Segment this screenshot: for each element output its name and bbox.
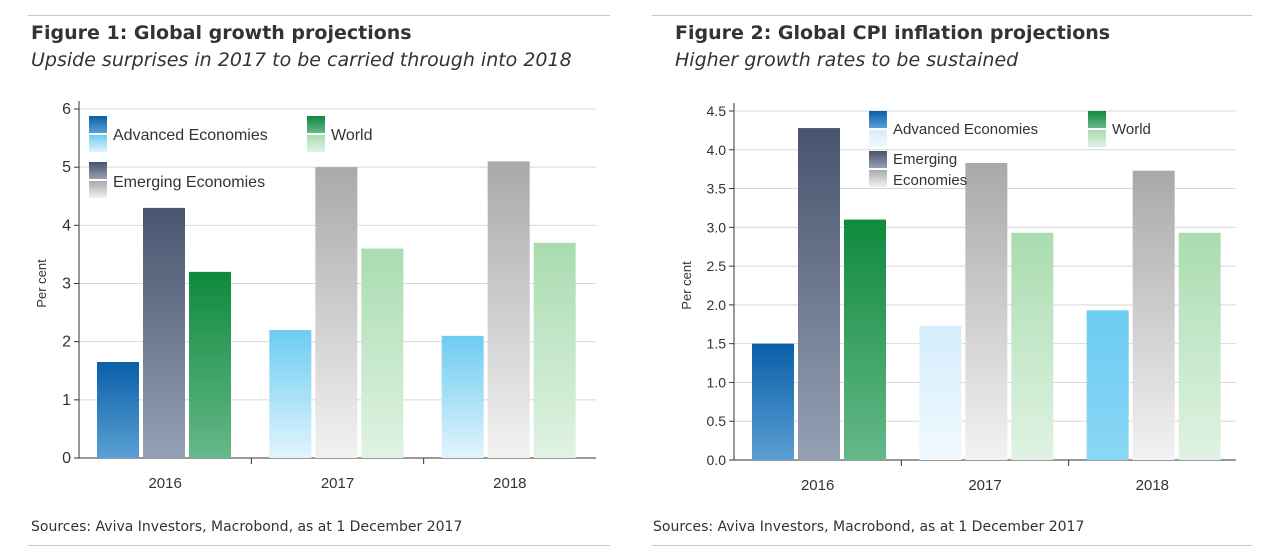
legend-label: Advanced Economies: [113, 127, 268, 144]
y-tick-label: 0.0: [707, 452, 727, 468]
y-tick-label: 4.5: [707, 103, 727, 119]
x-tick-label: 2016: [801, 477, 834, 494]
y-axis-label: Per cent: [34, 259, 49, 308]
bar-world-2017: [1011, 232, 1054, 460]
figure2-title: Figure 2: Global CPI inflation projectio…: [675, 22, 1111, 44]
figure2-subtitle: Higher growth rates to be sustained: [675, 49, 1019, 71]
legend-label: Economies: [893, 172, 967, 189]
legend-label: Emerging: [893, 151, 957, 168]
y-tick-label: 0.5: [707, 413, 727, 429]
legend-label: Emerging Economies: [113, 174, 265, 191]
figure2-chart: 0.0 0.5 1.0 1.5 2.0 2.5 3.0 3.5 4.0 4.5 Per cent 20…: [679, 103, 1236, 494]
y-tick-label: 1.0: [707, 374, 727, 390]
y-tick-label: 6: [62, 101, 71, 118]
x-tick-label: 2017: [968, 477, 1001, 494]
y-tick-label: 4.0: [707, 142, 727, 158]
figure1-source: Sources: Aviva Investors, Macrobond, as …: [31, 519, 463, 535]
figure1-chart: 0 1 2 3 4 5 6 Per cent 2016 2017 2018 Advanced Econ…: [34, 101, 596, 492]
figure1-bottom-rule: [28, 545, 610, 546]
bar-advanced-economies-2017: [269, 330, 312, 458]
bar-advanced-economies-2018: [1086, 310, 1129, 460]
bar-emerging-economies-2017: [965, 162, 1008, 460]
y-axis-label: Per cent: [679, 261, 694, 310]
y-tick-label: 1: [62, 392, 71, 409]
y-tick-label: 3.0: [707, 219, 727, 235]
legend-swatch: [869, 170, 887, 187]
bar-advanced-economies-2017: [919, 325, 962, 460]
legend-swatch: [869, 111, 887, 128]
legend-label: Advanced Economies: [893, 121, 1038, 138]
figure2-source: Sources: Aviva Investors, Macrobond, as …: [653, 519, 1085, 535]
bar-world-2018: [533, 242, 576, 458]
bar-emerging-economies-2016: [798, 128, 840, 460]
bar-world-2016: [189, 271, 231, 458]
legend-label: World: [1112, 121, 1151, 138]
y-tick-label: 2.0: [707, 297, 727, 313]
bar-world-2017: [361, 248, 404, 458]
y-tick-label: 0: [62, 450, 71, 467]
x-tick-label: 2017: [321, 475, 354, 492]
bar-advanced-economies-2016: [97, 362, 139, 458]
legend-swatch: [89, 162, 107, 179]
y-tick-label: 2: [62, 334, 71, 351]
bar-world-2016: [844, 219, 886, 460]
y-tick-label: 3.5: [707, 181, 727, 197]
bar-advanced-economies-2016: [752, 343, 794, 460]
legend-swatch: [869, 130, 887, 147]
legend-swatch: [1088, 111, 1106, 128]
figure1-top-rule: [28, 15, 610, 16]
figure2-top-rule: [652, 15, 1252, 16]
x-tick-label: 2016: [148, 475, 181, 492]
legend-swatch: [307, 135, 325, 152]
bar-emerging-economies-2018: [487, 161, 530, 458]
x-tick-label: 2018: [493, 475, 526, 492]
figure1-title: Figure 1: Global growth projections: [31, 22, 412, 44]
y-tick-label: 5: [62, 159, 71, 176]
figure2-bottom-rule: [652, 545, 1252, 546]
legend-swatch: [1088, 130, 1106, 147]
bar-world-2018: [1178, 232, 1221, 460]
bar-emerging-economies-2018: [1132, 170, 1175, 460]
x-tick-label: 2018: [1136, 477, 1169, 494]
legend-swatch: [89, 135, 107, 152]
bar-emerging-economies-2016: [143, 207, 185, 458]
bar-advanced-economies-2018: [441, 335, 484, 458]
legend-swatch: [89, 181, 107, 198]
bar-emerging-economies-2017: [315, 167, 358, 458]
legend-swatch: [869, 151, 887, 168]
legend-swatch: [307, 116, 325, 133]
legend-label: World: [331, 127, 373, 144]
y-tick-label: 2.5: [707, 258, 727, 274]
y-tick-label: 4: [62, 217, 71, 234]
figure1-subtitle: Upside surprises in 2017 to be carried t…: [31, 49, 572, 71]
legend-swatch: [89, 116, 107, 133]
y-tick-label: 1.5: [707, 336, 727, 352]
y-tick-label: 3: [62, 276, 71, 293]
